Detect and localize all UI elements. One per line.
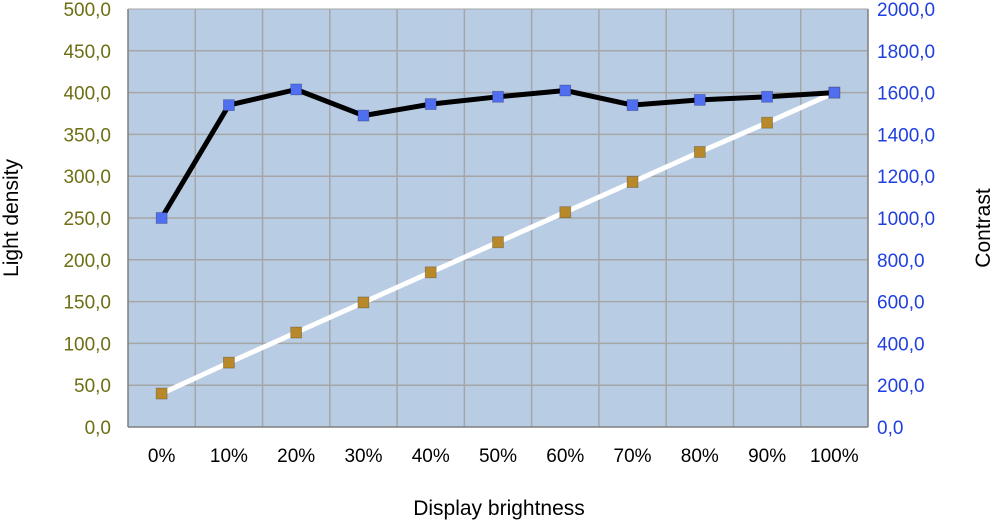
right-tick-label: 0,0 [877, 418, 903, 439]
contrast-point [761, 90, 773, 103]
contrast-point [693, 94, 706, 106]
right-tick-label: 1800,0 [877, 42, 935, 63]
contrast-point [559, 84, 572, 97]
left-tick-label: 450,0 [63, 42, 111, 63]
right-axis-ticks: 0,0 200,0 400,0 600,0 800,0 1000,0 1200,0 1400,… [877, 0, 935, 439]
left-tick-label: 500,0 [63, 0, 111, 21]
left-tick-label: 250,0 [63, 209, 111, 230]
left-tick-label: 200,0 [63, 251, 111, 272]
grid-lines [128, 9, 868, 427]
x-tick-label: 40% [412, 446, 450, 467]
left-tick-label: 150,0 [63, 293, 111, 314]
light-density-point [357, 296, 370, 309]
left-axis-ticks: 0,0 50,0 100,0 150,0 200,0 250,0 300,0 350,0 400… [63, 0, 111, 439]
left-tick-label: 0,0 [85, 418, 111, 439]
contrast-point [492, 90, 504, 103]
contrast-point [828, 86, 841, 99]
plot-frame [127, 8, 869, 428]
contrast-point [424, 98, 437, 110]
x-tick-label: 0% [148, 446, 176, 467]
contrast-point [155, 212, 168, 224]
x-tick-label: 20% [277, 446, 315, 467]
light-density-point [290, 326, 303, 339]
contrast-point [626, 99, 639, 112]
x-tick-label: 100% [810, 446, 859, 467]
light-density-point [626, 176, 639, 188]
left-axis-title: Light density [0, 159, 23, 277]
x-tick-label: 50% [479, 446, 517, 467]
left-tick-label: 100,0 [63, 334, 111, 355]
light-density-point [223, 356, 235, 369]
left-tick-label: 400,0 [63, 84, 111, 105]
right-tick-label: 600,0 [877, 293, 925, 314]
x-tick-label: 60% [546, 446, 584, 467]
right-tick-label: 2000,0 [877, 0, 935, 21]
light-density-point [492, 236, 504, 249]
left-tick-label: 50,0 [74, 376, 111, 397]
x-tick-label: 80% [681, 446, 719, 467]
light-density-point [155, 387, 168, 400]
x-tick-label: 30% [344, 446, 382, 467]
right-tick-label: 400,0 [877, 334, 925, 355]
light-density-point [424, 266, 437, 279]
x-tick-label: 70% [614, 446, 652, 467]
left-tick-label: 350,0 [63, 125, 111, 146]
right-axis-title: Contrast [972, 188, 995, 268]
series-markers [155, 83, 841, 400]
right-tick-label: 1600,0 [877, 84, 935, 105]
x-axis-ticks: 0% 10% 20% 30% 40% 50% 60% 70% 80% 90% 100% [148, 446, 859, 467]
contrast-point [290, 83, 303, 96]
x-tick-label: 10% [210, 446, 248, 467]
left-tick-label: 300,0 [63, 167, 111, 188]
x-axis-title: Display brightness [413, 497, 585, 520]
contrast-point [223, 99, 235, 112]
light-density-point [693, 146, 706, 158]
right-tick-label: 1400,0 [877, 125, 935, 146]
light-density-point [559, 206, 572, 219]
right-tick-label: 1200,0 [877, 167, 935, 188]
contrast-point [357, 109, 370, 122]
right-tick-label: 200,0 [877, 376, 925, 397]
right-tick-label: 800,0 [877, 251, 925, 272]
light-density-point [761, 116, 773, 129]
right-tick-label: 1000,0 [877, 209, 935, 230]
x-tick-label: 90% [748, 446, 786, 467]
